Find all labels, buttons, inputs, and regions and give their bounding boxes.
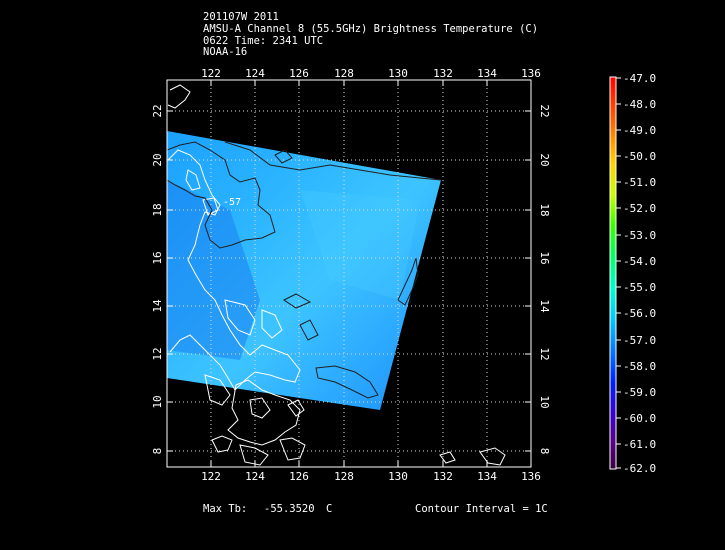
colorbar-label: -54.0 <box>623 255 656 268</box>
colorbar-ticks <box>616 77 621 469</box>
colorbar-label: -59.0 <box>623 386 656 399</box>
title-line-1: 201107W 2011 <box>203 11 279 23</box>
lon-label-bottom: 132 <box>433 470 453 483</box>
max-tb-value: -55.3520 <box>264 503 315 515</box>
lon-label-bottom: 134 <box>477 470 497 483</box>
colorbar-label: -47.0 <box>623 72 656 85</box>
lat-label-left: 10 <box>151 395 164 408</box>
colorbar-label: -51.0 <box>623 176 656 189</box>
lon-label-top: 128 <box>334 67 354 80</box>
coastlines <box>167 84 506 466</box>
title-line-4: NOAA-16 <box>203 46 248 58</box>
lon-label-bottom: 128 <box>334 470 354 483</box>
lat-label-left: 20 <box>151 153 164 166</box>
colorbar-label: -61.0 <box>623 438 656 451</box>
lat-label-left: 8 <box>151 448 164 455</box>
lon-label-bottom: 130 <box>388 470 408 483</box>
lat-label-right: 8 <box>538 448 551 455</box>
lon-label-bottom: 126 <box>289 470 309 483</box>
colorbar-label: -56.0 <box>623 307 656 320</box>
lat-label-left: 18 <box>151 203 164 216</box>
colorbar-label: -52.0 <box>623 202 656 215</box>
colorbar-label: -60.0 <box>623 412 656 425</box>
lon-label-top: 136 <box>521 67 541 80</box>
colorbar-label: -49.0 <box>623 124 656 137</box>
lon-label-top: 134 <box>477 67 497 80</box>
colorbar-label: -58.0 <box>623 360 656 373</box>
lon-label-top: 130 <box>388 67 408 80</box>
colorbar-label: -57.0 <box>623 334 656 347</box>
title-line-2: AMSU-A Channel 8 (55.5GHz) Brightness Te… <box>203 23 539 35</box>
lon-label-bottom: 122 <box>201 470 221 483</box>
graticule-grid <box>167 80 531 467</box>
lon-label-bottom: 136 <box>521 470 541 483</box>
lat-label-right: 10 <box>538 395 551 408</box>
map-frame <box>166 79 532 468</box>
frame-ticks <box>167 80 531 467</box>
title-line-3: 0622 Time: 2341 UTC <box>203 35 324 47</box>
temperature-contours <box>167 141 442 399</box>
contour-interval: Contour Interval = 1C <box>415 503 548 515</box>
lat-label-left: 16 <box>151 251 164 264</box>
lon-label-bottom: 124 <box>245 470 265 483</box>
lat-label-right: 20 <box>538 153 551 166</box>
swath-light-patch <box>300 190 420 300</box>
lat-label-right: 12 <box>538 347 551 360</box>
colorbar-label: -50.0 <box>623 150 656 163</box>
lat-label-left: 12 <box>151 347 164 360</box>
colorbar-label: -55.0 <box>623 281 656 294</box>
contour-label: -57 <box>223 197 241 208</box>
lat-label-right: 18 <box>538 203 551 216</box>
lat-label-right: 16 <box>538 251 551 264</box>
lat-label-left: 22 <box>151 104 164 117</box>
swath-dark-patch <box>167 180 260 360</box>
max-tb-unit: C <box>326 503 333 515</box>
lat-label-left: 14 <box>151 299 164 313</box>
lon-label-top: 132 <box>433 67 453 80</box>
colorbar <box>609 76 617 470</box>
lon-label-top: 126 <box>289 67 309 80</box>
lon-label-top: 122 <box>201 67 221 80</box>
colorbar-label: -62.0 <box>623 462 656 475</box>
lat-label-right: 14 <box>538 299 551 313</box>
colorbar-label: -53.0 <box>623 229 656 242</box>
max-tb-label: Max Tb: <box>203 503 248 515</box>
colorbar-label: -48.0 <box>623 98 656 111</box>
lat-label-right: 22 <box>538 104 551 117</box>
lon-label-top: 124 <box>245 67 265 80</box>
